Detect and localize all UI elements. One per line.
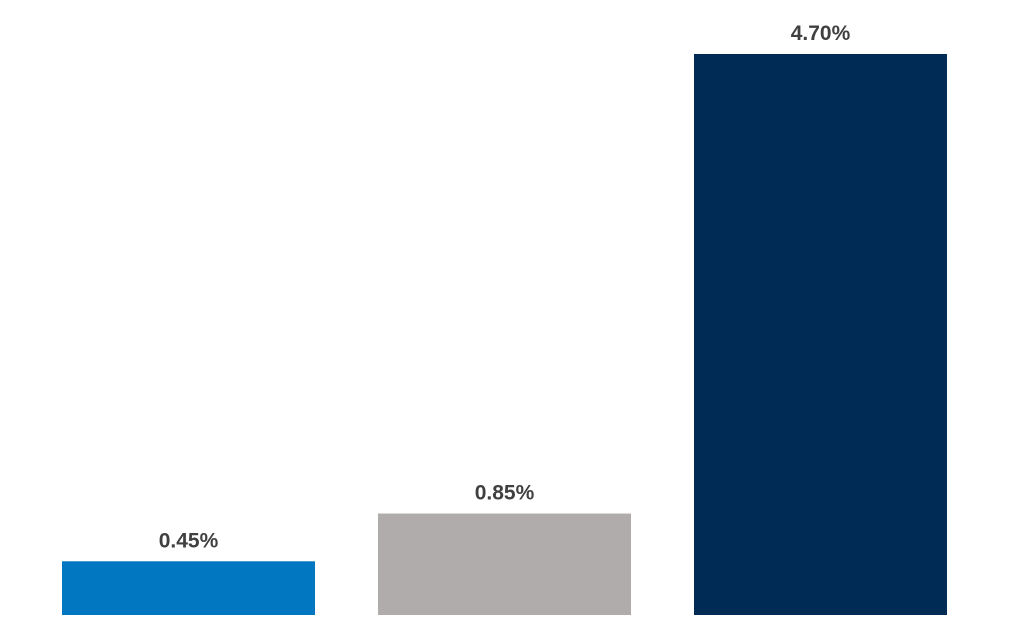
bar [694, 54, 947, 615]
value-label: 0.45% [159, 529, 219, 552]
bar [62, 561, 315, 615]
bar [378, 513, 631, 615]
value-label: 4.70% [791, 22, 851, 45]
value-label: 0.85% [475, 482, 535, 505]
